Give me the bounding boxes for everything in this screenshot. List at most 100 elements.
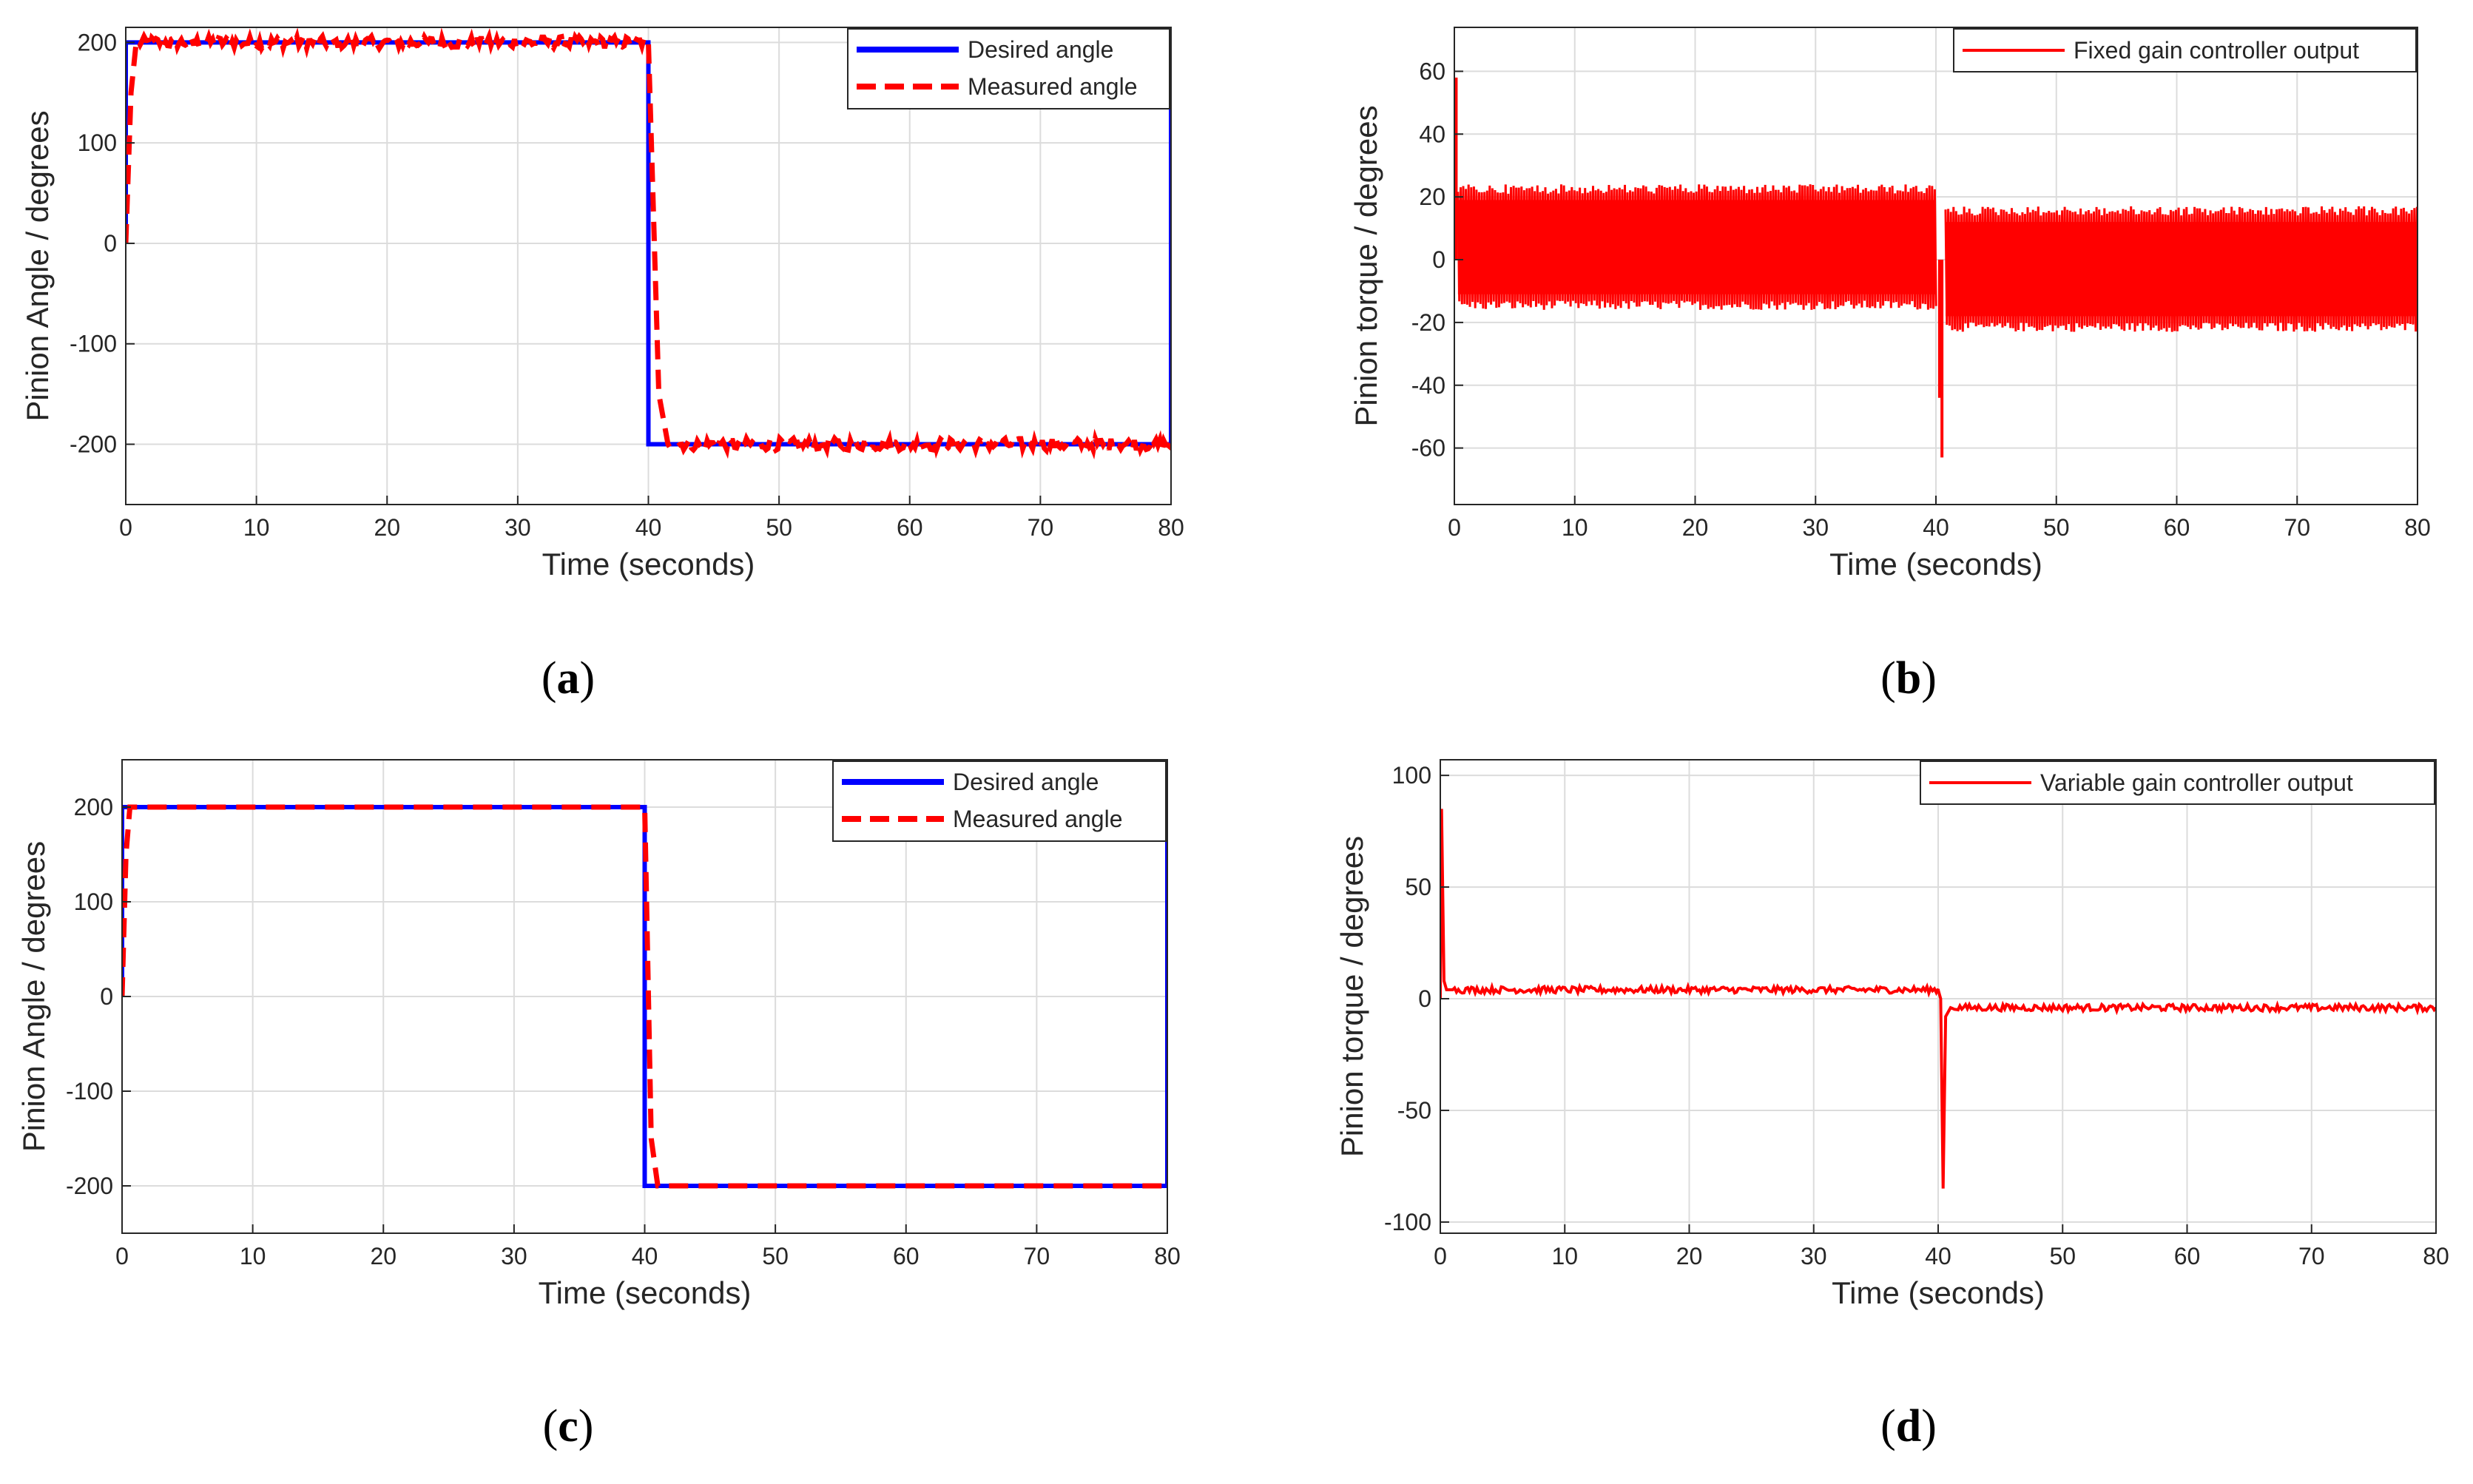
x-tick-label: 20	[1682, 514, 1709, 541]
y-tick-label: 0	[1418, 985, 1431, 1012]
panel-caption: (a)	[542, 653, 595, 704]
x-axis-label: Time (seconds)	[542, 547, 755, 581]
legend-label: Fixed gain controller output	[2074, 37, 2359, 64]
legend-label: Measured angle	[968, 73, 1137, 100]
x-axis-label: Time (seconds)	[1832, 1275, 2045, 1310]
x-tick-label: 60	[2164, 514, 2190, 541]
series-fixed-gain-controller-output	[1457, 184, 2418, 332]
x-tick-label: 30	[1802, 514, 1829, 541]
legend-label: Desired angle	[968, 36, 1113, 63]
panel-caption-letter: a	[557, 653, 580, 704]
x-axis-label: Time (seconds)	[1829, 547, 2042, 581]
legend: Desired angle Measured angle	[832, 760, 1167, 842]
y-tick-label: -200	[70, 431, 117, 458]
y-tick-label: -60	[1411, 435, 1445, 462]
x-tick-label: 10	[243, 514, 270, 541]
x-tick-label: 0	[1448, 514, 1461, 541]
x-tick-label: 80	[1158, 514, 1184, 541]
panel-caption: (b)	[1880, 653, 1937, 704]
legend-box	[832, 760, 1167, 842]
y-tick-label: 100	[74, 888, 113, 915]
y-tick-label: 40	[1419, 121, 1445, 147]
legend-label: Desired angle	[953, 769, 1099, 795]
x-tick-label: 50	[762, 1243, 789, 1269]
x-tick-label: 0	[1434, 1243, 1447, 1269]
series-desired-angle	[126, 40, 1171, 447]
y-tick-label: 0	[100, 983, 113, 1010]
legend: Desired angle Measured angle	[847, 28, 1170, 109]
y-axis-label: Pinion torque / degrees	[1349, 105, 1383, 426]
x-tick-label: 60	[893, 1243, 920, 1269]
x-tick-label: 70	[2284, 514, 2310, 541]
panel-b-plot: 0 10 20 30 40 50 60 70 80 -60 -40 -20 0 20 40 60 Time (s…	[1349, 27, 2431, 581]
x-tick-label: 0	[115, 1243, 129, 1269]
x-tick-label: 20	[374, 514, 400, 541]
series-measured-angle	[122, 804, 1167, 1189]
data-layer	[122, 804, 1167, 1189]
y-tick-label: 0	[1432, 246, 1445, 273]
x-tick-label: 80	[1154, 1243, 1181, 1269]
y-tick-label: 100	[1392, 762, 1431, 789]
x-tick-label: 40	[632, 1243, 658, 1269]
y-tick-label: -200	[66, 1173, 113, 1199]
series-variable-gain-controller-output	[1440, 809, 2436, 1189]
panel-captions: (a) (b) (c) (d)	[542, 653, 1937, 1451]
x-tick-label: 80	[2404, 514, 2431, 541]
x-tick-label: 60	[897, 514, 923, 541]
axes-frame	[1454, 27, 2418, 505]
panel-caption-letter: c	[558, 1401, 578, 1451]
x-tick-label: 20	[370, 1243, 397, 1269]
x-tick-label: 20	[1676, 1243, 1703, 1269]
x-tick-label: 30	[501, 1243, 527, 1269]
y-tick-label: -100	[66, 1078, 113, 1104]
x-tick-label: 70	[1024, 1243, 1050, 1269]
x-tick-label: 10	[1551, 1243, 1578, 1269]
y-tick-label: 100	[78, 129, 117, 156]
legend-label: Variable gain controller output	[2040, 769, 2353, 796]
data-layer	[126, 27, 1171, 460]
y-tick-label: -40	[1411, 372, 1445, 399]
y-tick-label: 0	[104, 230, 117, 257]
y-tick-label: -50	[1397, 1097, 1431, 1124]
y-tick-label: -100	[70, 331, 117, 357]
legend-box	[847, 28, 1170, 109]
x-tick-label: 50	[766, 514, 792, 541]
x-tick-label: 50	[2049, 1243, 2076, 1269]
panel-caption: (c)	[543, 1401, 594, 1451]
x-tick-label: 10	[240, 1243, 266, 1269]
panel-a-plot: 0 10 20 30 40 50 60 70 80 -200 -100 0 100 200 Time (se…	[20, 27, 1184, 581]
y-tick-label: 60	[1419, 58, 1445, 84]
series-measured-angle	[126, 27, 1171, 460]
x-tick-label: 70	[1028, 514, 1054, 541]
x-tick-label: 30	[1801, 1243, 1827, 1269]
y-axis-label: Pinion torque / degrees	[1335, 836, 1369, 1157]
x-tick-label: 10	[1562, 514, 1588, 541]
y-tick-label: 200	[74, 794, 113, 820]
legend: Fixed gain controller output	[1953, 28, 2417, 72]
x-tick-label: 40	[1923, 514, 1949, 541]
legend-label: Measured angle	[953, 806, 1122, 832]
x-tick-label: 80	[2423, 1243, 2449, 1269]
x-tick-label: 40	[635, 514, 662, 541]
y-tick-label: -20	[1411, 309, 1445, 336]
data-layer	[1440, 809, 2436, 1189]
series-desired-angle	[122, 805, 1167, 1188]
x-tick-label: 30	[505, 514, 531, 541]
panel-c-plot: 0 10 20 30 40 50 60 70 80 -200 -100 0 100 200 Time (se…	[16, 759, 1181, 1310]
y-tick-label: 50	[1405, 874, 1431, 900]
panel-caption: (d)	[1880, 1401, 1937, 1451]
axes-frame	[121, 759, 1168, 1234]
x-tick-label: 70	[2298, 1243, 2325, 1269]
panel-d-plot: 0 10 20 30 40 50 60 70 80 -100 -50 0 50 100 Time (seco…	[1335, 759, 2449, 1310]
x-tick-label: 40	[1925, 1243, 1951, 1269]
axes-frame	[125, 27, 1172, 505]
x-tick-label: 60	[2174, 1243, 2201, 1269]
y-axis-label: Pinion Angle / degrees	[20, 110, 55, 421]
data-layer	[1454, 77, 2418, 458]
x-tick-label: 50	[2043, 514, 2070, 541]
y-tick-label: 20	[1419, 183, 1445, 210]
x-axis-label: Time (seconds)	[539, 1275, 752, 1310]
y-tick-label: -100	[1384, 1209, 1431, 1235]
panel-caption-letter: b	[1896, 653, 1921, 704]
